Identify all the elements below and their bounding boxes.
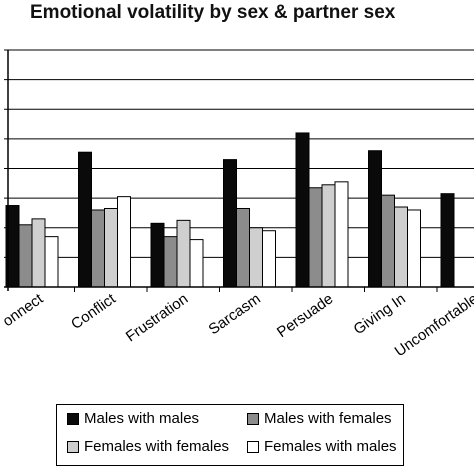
- bar: [91, 209, 105, 288]
- bar: [78, 151, 92, 288]
- x-tick-label: Conflict: [68, 290, 119, 333]
- legend-swatch: [247, 412, 259, 425]
- bar: [381, 194, 395, 288]
- x-tick-label: Sarcasm: [206, 290, 264, 338]
- x-tick-label: onnect: [0, 290, 47, 330]
- legend-label: Females with males: [264, 438, 397, 455]
- legend-swatch: [67, 412, 79, 425]
- bar: [18, 224, 33, 288]
- bar: [163, 236, 178, 288]
- legend-label: Males with males: [84, 410, 200, 427]
- axes: [4, 49, 474, 292]
- bar: [407, 209, 421, 288]
- bar: [31, 218, 46, 288]
- x-axis-tick-labels: onnect Conflict Frustration Sarcasm Persuade…: [0, 290, 474, 360]
- bar: [44, 236, 59, 288]
- bar: [308, 187, 323, 288]
- bar: [117, 196, 131, 288]
- bar: [236, 207, 250, 288]
- legend-swatch: [67, 440, 79, 453]
- bar: [189, 239, 204, 288]
- bar: [334, 181, 349, 288]
- bar: [262, 230, 276, 288]
- legend-swatch: [247, 440, 259, 453]
- x-tick-label: Giving In: [351, 290, 409, 338]
- x-tick-label: Frustration: [123, 290, 191, 345]
- legend-item: Females with males: [247, 438, 397, 455]
- bar: [176, 219, 191, 288]
- bar: [368, 150, 382, 288]
- bar: [249, 227, 263, 288]
- bar: [394, 206, 408, 288]
- legend: Males with males Males with females Fema…: [56, 404, 404, 466]
- legend-label: Males with females: [264, 410, 392, 427]
- chart-title: Emotional volatility by sex & partner se…: [30, 2, 396, 23]
- bar: [223, 159, 237, 288]
- bar: [321, 184, 336, 288]
- legend-label: Females with females: [84, 438, 230, 455]
- bar: [295, 132, 310, 288]
- bar: [440, 193, 455, 288]
- legend-item: Males with males: [67, 410, 199, 427]
- legend-item: Males with females: [247, 410, 392, 427]
- x-tick-label: Persuade: [274, 290, 336, 341]
- bar: [150, 222, 165, 288]
- legend-item: Females with females: [67, 438, 229, 455]
- bar-group: [5, 132, 455, 288]
- bar: [104, 207, 118, 288]
